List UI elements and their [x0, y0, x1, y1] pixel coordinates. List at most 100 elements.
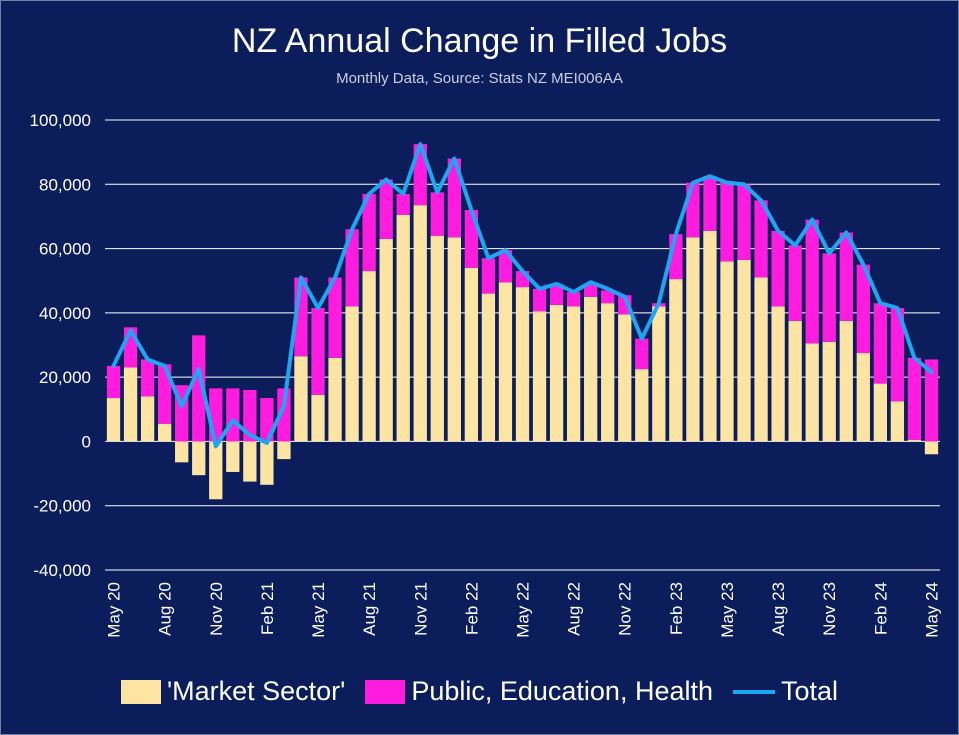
bar-public [345, 229, 359, 307]
bar-market [447, 237, 461, 442]
bar-market [345, 306, 359, 442]
bar-public [873, 303, 888, 384]
bar-market [839, 320, 853, 442]
bar-public [106, 365, 121, 399]
bar-public [584, 283, 598, 297]
bar-market [157, 423, 172, 442]
bar-market [737, 259, 751, 442]
bar-market [686, 237, 700, 442]
chart-subtitle: Monthly Data, Source: Stats NZ MEI006AA [336, 70, 623, 87]
legend-label-total: Total [781, 676, 839, 706]
bar-public [703, 176, 717, 231]
x-tick-label: Feb 24 [871, 582, 890, 635]
bar-market [209, 441, 223, 500]
bar-public [447, 158, 461, 238]
bar-public [362, 193, 376, 272]
bar-market [175, 441, 189, 463]
bar-market [498, 282, 513, 442]
bar-public [601, 290, 615, 304]
bar-market [192, 441, 206, 476]
bar-market [805, 343, 819, 442]
bar-public [430, 192, 444, 236]
x-tick-label: Aug 20 [156, 582, 175, 636]
legend-swatch-total [733, 689, 775, 694]
bar-public [481, 258, 496, 294]
bar-market [123, 367, 138, 442]
y-tick-label: 0 [82, 432, 91, 451]
x-tick-label: Nov 22 [616, 582, 635, 636]
bar-market [294, 356, 308, 442]
x-tick-label: Aug 22 [565, 582, 584, 636]
bar-market [754, 277, 768, 442]
chart-legend: 'Market Sector' Public, Education, Healt… [0, 676, 959, 707]
x-tick-label: Feb 22 [462, 582, 481, 635]
bar-market [106, 398, 121, 442]
y-tick-label: 40,000 [39, 304, 91, 323]
bar-public [754, 200, 768, 278]
bar-market [362, 271, 376, 442]
y-tick-label: 20,000 [39, 368, 91, 387]
bar-public [140, 359, 155, 397]
bar-public [737, 184, 751, 260]
bar-market [549, 304, 564, 442]
bar-public [226, 388, 240, 442]
y-tick-label: 60,000 [39, 240, 91, 259]
legend-label-market: 'Market Sector' [166, 676, 346, 706]
bar-market [788, 320, 802, 442]
bar-market [703, 230, 717, 442]
bar-market [822, 341, 836, 442]
bar-market [243, 441, 257, 482]
bar-market [311, 394, 325, 442]
bar-market [464, 267, 479, 442]
bar-market [618, 314, 632, 442]
bar-market [601, 303, 615, 442]
bar-public [532, 288, 547, 312]
x-tick-label: May 24 [922, 582, 941, 638]
legend-item-total: Total [733, 676, 838, 707]
x-tick-label: Feb 23 [667, 582, 686, 635]
chart-title: NZ Annual Change in Filled Jobs [231, 22, 728, 60]
bar-public [566, 291, 581, 307]
bar-public [277, 388, 291, 442]
x-tick-label: May 23 [718, 582, 737, 638]
bar-public [260, 398, 274, 442]
bar-market [924, 441, 939, 455]
bar-market [873, 383, 888, 442]
bar-market [140, 396, 155, 442]
bar-public [157, 364, 172, 424]
bar-public [890, 308, 905, 402]
bar-market [515, 287, 530, 442]
bar-public [856, 264, 870, 354]
bar-public [720, 181, 734, 262]
bar-public [822, 253, 836, 342]
legend-label-public: Public, Education, Health [411, 676, 713, 706]
bar-market [379, 238, 393, 442]
y-tick-label: 80,000 [39, 175, 91, 194]
bar-market [652, 306, 666, 442]
x-tick-label: Nov 21 [411, 582, 430, 636]
x-tick-label: Feb 21 [258, 582, 277, 635]
bar-market [328, 357, 342, 442]
bar-public [771, 230, 785, 307]
bar-market [413, 205, 427, 442]
y-tick-label: -20,000 [33, 497, 91, 516]
legend-swatch-market [120, 679, 161, 704]
bar-market [532, 311, 547, 442]
bar-public [311, 308, 325, 395]
line-total [111, 142, 934, 449]
bar-market [566, 306, 581, 442]
bar-market [226, 441, 240, 472]
bar-market [430, 235, 444, 442]
bar-public [498, 250, 513, 283]
bar-market [890, 401, 905, 442]
y-tick-label: -40,000 [33, 561, 91, 580]
legend-item-public: Public, Education, Health [365, 676, 713, 707]
bar-market [771, 306, 785, 442]
bar-public [924, 359, 939, 442]
x-tick-label: May 20 [105, 582, 124, 638]
bar-public [805, 219, 819, 344]
x-tick-label: Aug 21 [360, 582, 379, 636]
y-tick-label: 100,000 [30, 111, 91, 130]
bar-market [720, 261, 734, 442]
